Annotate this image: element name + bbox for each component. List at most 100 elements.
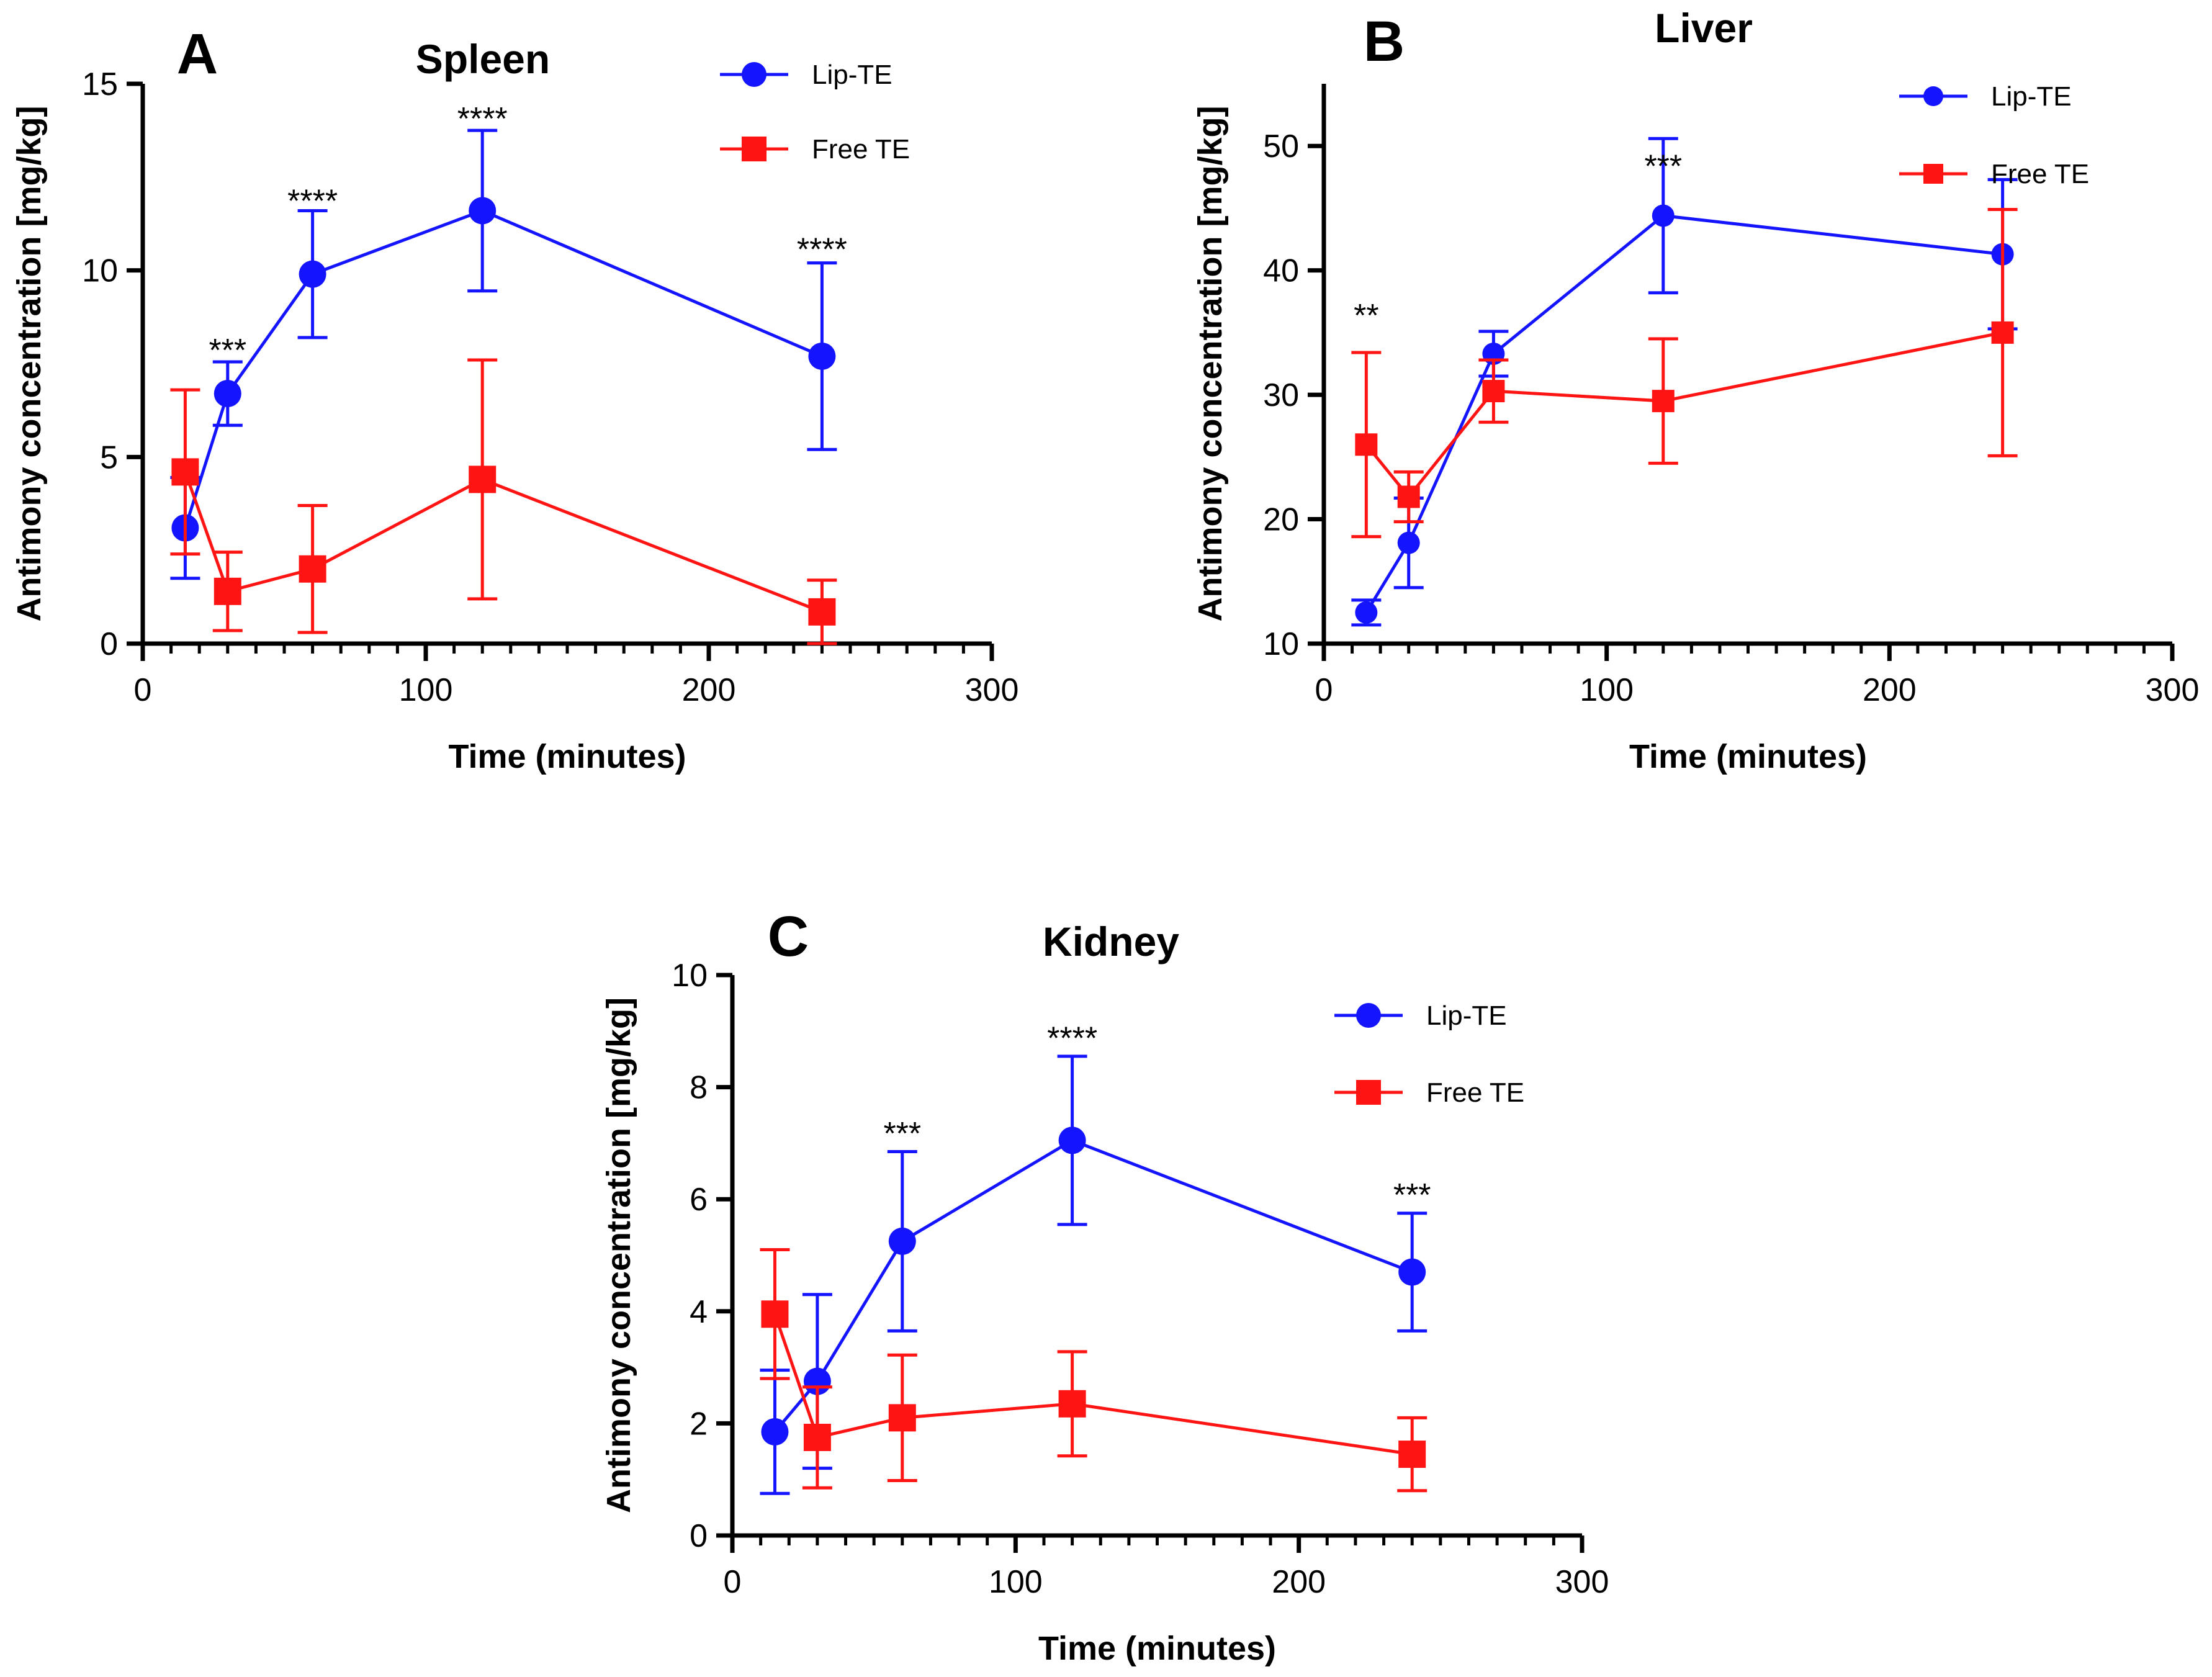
panel-title: Liver bbox=[1655, 5, 1753, 51]
series-line bbox=[1365, 214, 2003, 614]
legend-item-free-te: Free TE bbox=[720, 134, 910, 164]
y-tick-label: 50 bbox=[1263, 128, 1299, 164]
y-tick-label: 5 bbox=[100, 439, 118, 475]
data-point bbox=[1652, 204, 1675, 227]
data-point bbox=[808, 342, 836, 370]
data-point bbox=[214, 577, 241, 605]
significance-annotation: **** bbox=[457, 101, 508, 137]
data-point bbox=[888, 1404, 916, 1432]
y-tick-label: 2 bbox=[690, 1406, 708, 1442]
significance-annotation: *** bbox=[1644, 148, 1682, 184]
data-point bbox=[171, 458, 199, 486]
legend-item-lip-te: Lip-TE bbox=[1899, 81, 2072, 112]
y-tick-label: 4 bbox=[690, 1294, 708, 1330]
series-lip-te bbox=[170, 128, 837, 580]
significance-annotation: ** bbox=[1354, 298, 1378, 334]
x-tick-label: 300 bbox=[1555, 1564, 1609, 1600]
panel-letter: C bbox=[768, 905, 809, 968]
y-tick-label: 8 bbox=[690, 1070, 708, 1106]
legend-item-free-te: Free TE bbox=[1899, 159, 2089, 189]
panel-b-liver: B Liver 10 20 30 40 50 0 100 200 300 Time (minutes)… bbox=[1192, 5, 2199, 775]
x-tick-label: 300 bbox=[2146, 672, 2200, 708]
x-tick-label: 200 bbox=[1863, 672, 1917, 708]
data-point bbox=[1482, 380, 1505, 403]
significance-annotation: **** bbox=[1047, 1020, 1097, 1056]
x-tick-label: 200 bbox=[1272, 1564, 1326, 1600]
y-tick-label: 30 bbox=[1263, 377, 1299, 413]
y-axis-label: Antimony concentration [mg/kg] bbox=[600, 997, 637, 1513]
data-point bbox=[1397, 531, 1420, 554]
data-point bbox=[761, 1418, 789, 1445]
data-point bbox=[1398, 1258, 1426, 1286]
y-tick-label: 10 bbox=[1263, 626, 1299, 662]
data-point bbox=[1058, 1126, 1086, 1154]
legend-label: Lip-TE bbox=[1991, 81, 2072, 112]
legend-label: Free TE bbox=[812, 134, 910, 164]
data-point bbox=[808, 598, 836, 626]
x-tick-label: 100 bbox=[989, 1564, 1043, 1600]
series-free-te bbox=[1351, 207, 2018, 539]
legend-label: Free TE bbox=[1991, 159, 2089, 189]
data-point bbox=[299, 260, 326, 288]
legend-item-lip-te: Lip-TE bbox=[1334, 1000, 1507, 1031]
legend-marker bbox=[1923, 86, 1943, 106]
significance-annotation: **** bbox=[797, 232, 847, 268]
data-point bbox=[1355, 601, 1378, 624]
x-tick-label: 100 bbox=[1580, 672, 1634, 708]
significance-annotation: *** bbox=[883, 1116, 921, 1152]
legend-marker bbox=[1923, 164, 1943, 184]
series-line bbox=[1365, 331, 2003, 500]
y-axis-label: Antimony concentration [mg/kg] bbox=[11, 106, 48, 621]
data-point bbox=[888, 1227, 916, 1255]
data-point bbox=[1397, 485, 1420, 508]
data-point bbox=[469, 197, 497, 225]
data-point bbox=[214, 380, 241, 408]
panel-title: Kidney bbox=[1043, 919, 1179, 964]
data-point bbox=[1355, 433, 1378, 456]
legend-marker bbox=[1356, 1080, 1381, 1105]
series-line bbox=[773, 1138, 1413, 1433]
legend-marker bbox=[742, 62, 767, 87]
legend-marker bbox=[1356, 1003, 1381, 1028]
panel-letter: A bbox=[177, 22, 218, 86]
panel-letter: B bbox=[1364, 10, 1405, 73]
y-tick-label: 0 bbox=[690, 1518, 708, 1554]
legend-label: Lip-TE bbox=[812, 60, 892, 90]
x-axis-label: Time (minutes) bbox=[448, 738, 686, 775]
series-line bbox=[184, 209, 823, 529]
series-line bbox=[184, 471, 823, 614]
series-free-te bbox=[760, 1248, 1427, 1493]
legend-item-free-te: Free TE bbox=[1334, 1077, 1524, 1108]
panel-a-spleen: A Spleen 0 5 10 15 0 100 200 300 Time (minutes) Ant… bbox=[11, 22, 1018, 775]
significance-annotation: *** bbox=[209, 333, 246, 369]
legend-label: Free TE bbox=[1426, 1077, 1524, 1108]
legend-marker bbox=[742, 137, 767, 161]
y-tick-label: 6 bbox=[690, 1182, 708, 1218]
x-axis-label: Time (minutes) bbox=[1038, 1630, 1276, 1667]
y-axis-label: Antimony concentration [mg/kg] bbox=[1192, 106, 1229, 621]
panel-title: Spleen bbox=[416, 36, 550, 82]
x-tick-label: 200 bbox=[682, 672, 736, 708]
legend-item-lip-te: Lip-TE bbox=[720, 60, 892, 90]
legend-label: Lip-TE bbox=[1426, 1000, 1507, 1031]
significance-annotation: **** bbox=[287, 183, 338, 219]
y-tick-label: 15 bbox=[82, 66, 118, 102]
data-point bbox=[761, 1300, 789, 1328]
y-tick-label: 10 bbox=[82, 253, 118, 289]
data-point bbox=[469, 465, 497, 493]
x-tick-label: 0 bbox=[1315, 672, 1333, 708]
y-tick-label: 0 bbox=[100, 626, 118, 662]
significance-annotation: *** bbox=[1393, 1177, 1431, 1213]
series-line bbox=[773, 1313, 1413, 1456]
x-axis-label: Time (minutes) bbox=[1629, 738, 1867, 775]
data-point bbox=[1991, 321, 2014, 344]
y-tick-label: 40 bbox=[1263, 253, 1299, 289]
data-point bbox=[1652, 390, 1675, 413]
x-tick-label: 300 bbox=[965, 672, 1019, 708]
x-tick-label: 100 bbox=[399, 672, 453, 708]
x-tick-label: 0 bbox=[134, 672, 152, 708]
data-point bbox=[803, 1423, 831, 1451]
data-point bbox=[299, 555, 326, 583]
